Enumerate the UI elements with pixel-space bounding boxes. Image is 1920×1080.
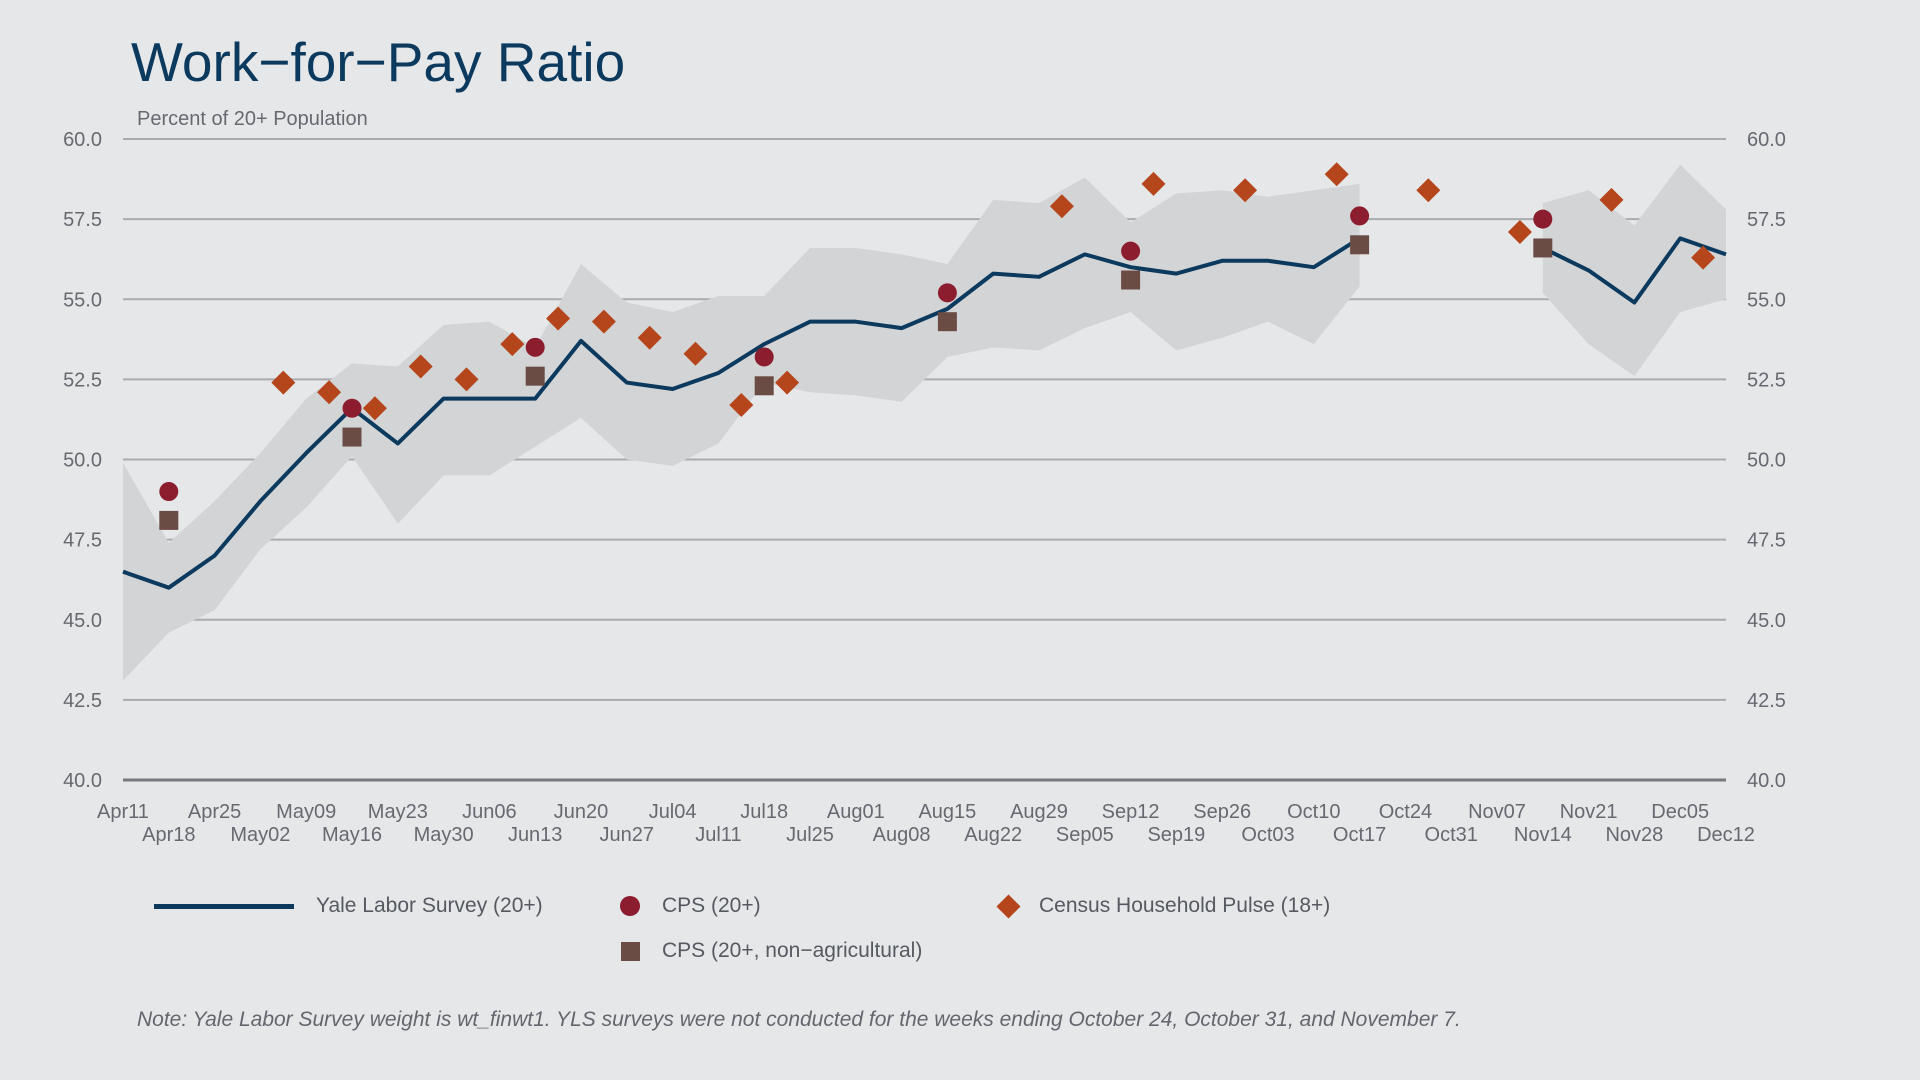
- x-tick-label: Jul25: [786, 824, 834, 846]
- census-diamond: [1233, 178, 1258, 203]
- y-tick-label-right: 47.5: [1747, 530, 1786, 552]
- census-diamond: [729, 393, 754, 418]
- cps-nonag-square: [525, 366, 545, 386]
- cps-dot: [1121, 241, 1141, 261]
- y-tick-label-left: 47.5: [63, 530, 102, 552]
- cps-nonag-square: [1350, 235, 1370, 255]
- census-diamond: [454, 367, 479, 392]
- confidence-band: [123, 177, 1360, 681]
- y-tick-label-left: 57.5: [63, 209, 102, 231]
- y-tick-label-left: 52.5: [63, 369, 102, 391]
- census-diamond: [1599, 187, 1624, 212]
- cps-nonag-square: [1533, 238, 1553, 258]
- yls-line: [1541, 236, 1727, 305]
- cps-nonag-square: [342, 427, 362, 447]
- x-tick-label: Nov14: [1514, 824, 1572, 846]
- x-tick-label: Apr18: [142, 824, 195, 846]
- y-tick-label-left: 40.0: [63, 770, 102, 792]
- census-diamond: [775, 370, 800, 395]
- x-tick-label: Aug22: [964, 824, 1022, 846]
- x-tick-label: Jun13: [508, 824, 563, 846]
- y-tick-label-left: 45.0: [63, 610, 102, 632]
- x-tick-label: Oct24: [1379, 801, 1432, 823]
- x-tick-label: Sep12: [1102, 801, 1160, 823]
- x-tick-label: May16: [322, 824, 382, 846]
- x-tick-label: Jun20: [554, 801, 609, 823]
- y-tick-label-left: 50.0: [63, 450, 102, 472]
- census-diamond: [1049, 194, 1074, 219]
- x-tick-label: Jul18: [740, 801, 788, 823]
- y-axis-label: Percent of 20+ Population: [137, 108, 368, 130]
- census-diamond: [1324, 162, 1349, 187]
- census-diamond: [317, 380, 342, 405]
- x-tick-label: Sep05: [1056, 824, 1114, 846]
- footnote: Note: Yale Labor Survey weight is wt_fin…: [137, 1008, 1461, 1031]
- cps-nonag-square: [159, 510, 179, 530]
- census-diamond: [1141, 171, 1166, 196]
- cps-dot: [342, 398, 362, 418]
- census-diamond: [1507, 219, 1532, 244]
- x-tick-label: Oct03: [1241, 824, 1294, 846]
- y-tick-label-right: 50.0: [1747, 450, 1786, 472]
- x-tick-label: Oct17: [1333, 824, 1386, 846]
- x-tick-label: Nov07: [1468, 801, 1526, 823]
- x-tick-label: Jul04: [649, 801, 697, 823]
- cps-dot: [937, 283, 957, 303]
- x-tick-label: Nov21: [1560, 801, 1618, 823]
- census-diamond: [500, 332, 525, 357]
- census-diamond: [591, 309, 616, 334]
- y-tick-label-right: 60.0: [1747, 129, 1786, 151]
- cps-dot: [1350, 206, 1370, 226]
- y-tick-label-right: 57.5: [1747, 209, 1786, 231]
- census-diamond: [683, 341, 708, 366]
- x-tick-label: Aug29: [1010, 801, 1068, 823]
- x-tick-label: Sep26: [1193, 801, 1251, 823]
- cps-nonag-square: [754, 376, 774, 396]
- y-tick-label-left: 60.0: [63, 129, 102, 151]
- x-tick-label: Sep19: [1147, 824, 1205, 846]
- y-tick-label-right: 42.5: [1747, 690, 1786, 712]
- cps-nonag-square: [1121, 270, 1141, 290]
- x-tick-label: Aug01: [827, 801, 885, 823]
- x-tick-label: Dec05: [1651, 801, 1709, 823]
- x-tick-label: May23: [368, 801, 428, 823]
- census-diamond: [271, 370, 296, 395]
- y-tick-label-right: 40.0: [1747, 770, 1786, 792]
- cps-dot: [159, 482, 179, 502]
- x-tick-label: Nov28: [1605, 824, 1663, 846]
- x-tick-label: Apr25: [188, 801, 241, 823]
- page-title: Work−for−Pay Ratio: [131, 31, 626, 93]
- x-tick-label: Aug08: [873, 824, 931, 846]
- y-tick-label-right: 55.0: [1747, 289, 1786, 311]
- x-tick-label: Oct31: [1425, 824, 1478, 846]
- y-tick-label-left: 55.0: [63, 289, 102, 311]
- y-tick-label-right: 52.5: [1747, 369, 1786, 391]
- y-tick-label-left: 42.5: [63, 690, 102, 712]
- census-diamond: [1691, 245, 1716, 270]
- census-diamond: [637, 325, 662, 350]
- x-tick-label: May02: [230, 824, 290, 846]
- x-tick-label: Jun06: [462, 801, 517, 823]
- cps-nonag-square: [937, 312, 957, 332]
- cps-dot: [1533, 209, 1553, 229]
- cps-dot: [754, 347, 774, 367]
- census-diamond: [362, 396, 387, 421]
- x-tick-label: May09: [276, 801, 336, 823]
- x-tick-label: Aug15: [918, 801, 976, 823]
- census-diamond: [408, 354, 433, 379]
- cps-dot: [525, 337, 545, 357]
- x-tick-label: Apr11: [97, 801, 149, 823]
- yls-line: [122, 236, 1361, 590]
- x-tick-label: May30: [414, 824, 474, 846]
- x-tick-label: Dec12: [1697, 824, 1755, 846]
- x-tick-label: Oct10: [1287, 801, 1340, 823]
- x-tick-label: Jun27: [600, 824, 655, 846]
- census-diamond: [546, 306, 571, 331]
- confidence-band: [1542, 164, 1726, 377]
- x-tick-label: Jul11: [695, 824, 741, 846]
- y-tick-label-right: 45.0: [1747, 610, 1786, 632]
- census-diamond: [1416, 178, 1441, 203]
